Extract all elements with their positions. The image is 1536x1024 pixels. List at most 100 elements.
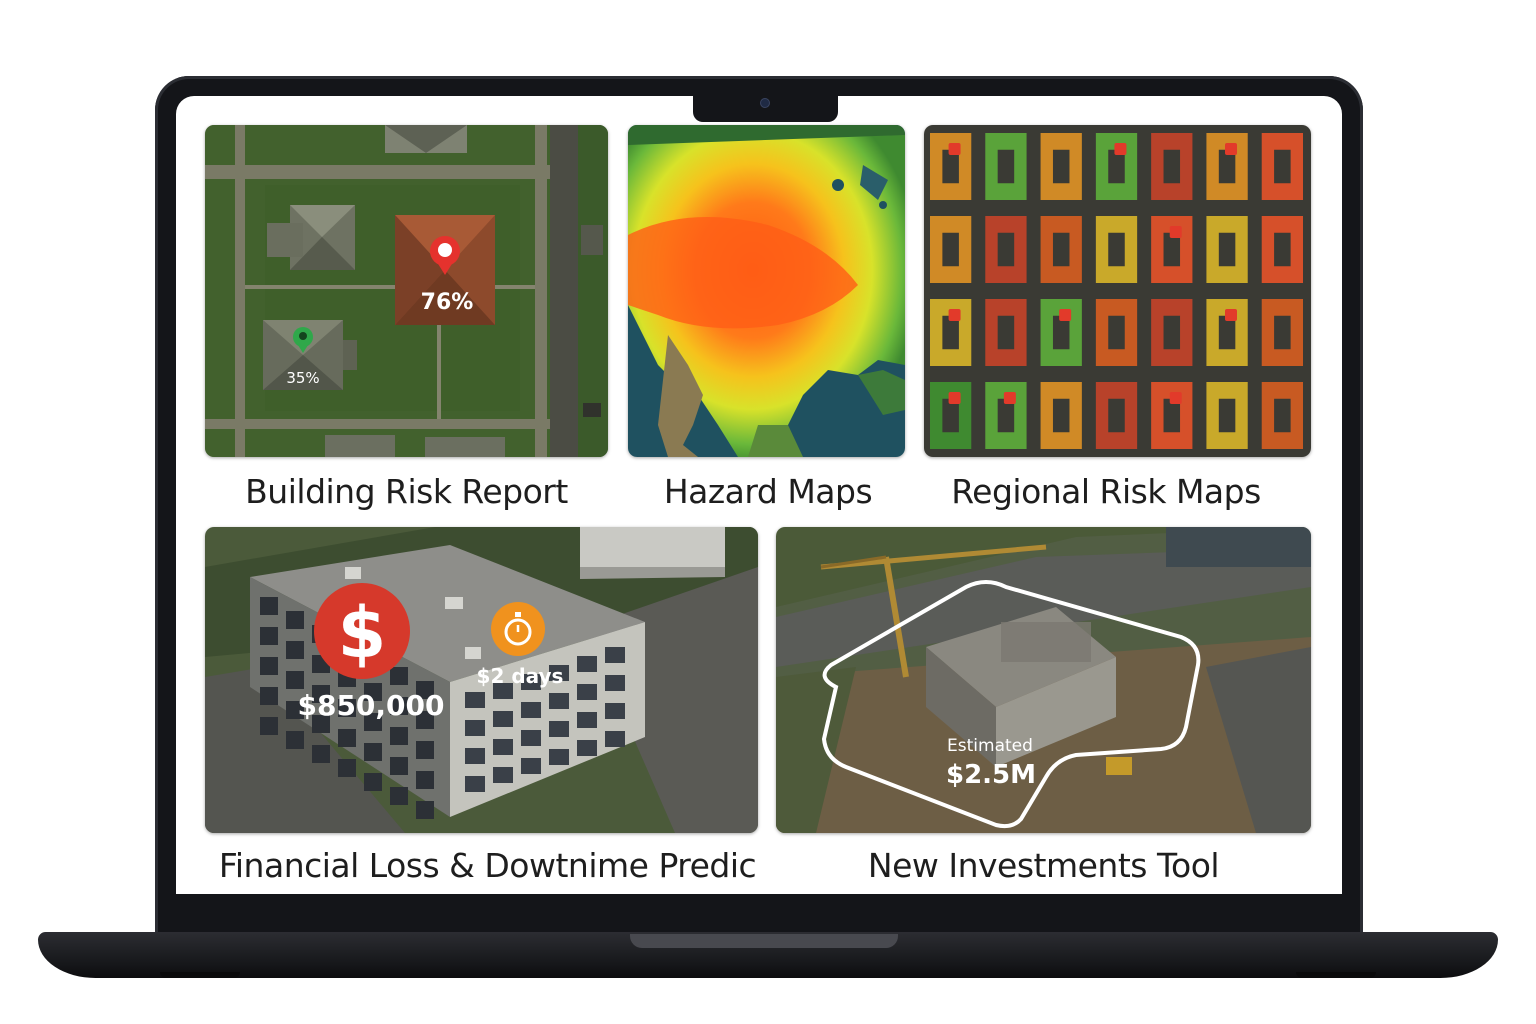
block-courtyard [1108, 232, 1125, 267]
window [260, 657, 278, 675]
risk-marker-icon [1169, 226, 1182, 239]
hazard-maps-title: Hazard Maps [663, 472, 873, 511]
window [521, 674, 541, 690]
risk-marker-icon [1059, 309, 1072, 322]
window [390, 667, 408, 685]
regional-risk-maps-title: Regional Risk Maps [951, 472, 1261, 511]
aerial-neighborhood-image: 76% 35% [205, 125, 608, 457]
window [416, 771, 434, 789]
window [390, 757, 408, 775]
window [577, 684, 597, 700]
high-risk-pin-icon [430, 236, 460, 275]
block-courtyard [997, 398, 1015, 433]
block-courtyard [1218, 398, 1236, 433]
window [364, 713, 382, 731]
window [364, 743, 382, 761]
window [390, 697, 408, 715]
window [577, 712, 597, 728]
window [605, 703, 625, 719]
office-building-aerial-image: $ $850,000 $2 days [205, 527, 758, 833]
block-courtyard [1163, 232, 1181, 267]
low-risk-pin-icon [293, 327, 313, 353]
window [465, 748, 485, 764]
window [493, 767, 513, 783]
city-blocks [930, 133, 1303, 449]
block-courtyard [1163, 398, 1181, 433]
window [260, 687, 278, 705]
window [605, 675, 625, 691]
block-courtyard [942, 398, 959, 433]
risk-marker-icon [948, 143, 961, 156]
window [286, 611, 304, 629]
risk-marker-icon [948, 392, 961, 405]
window [493, 739, 513, 755]
downtime-value: $2 days [477, 664, 564, 688]
regional-risk-blocks-image [924, 125, 1311, 457]
risk-marker-icon [1114, 143, 1127, 156]
window [521, 758, 541, 774]
window [465, 692, 485, 708]
building-risk-report-title: Building Risk Report [245, 472, 568, 511]
block-courtyard [1218, 315, 1236, 350]
window [338, 759, 356, 777]
window [364, 683, 382, 701]
window [390, 787, 408, 805]
financial-loss-card[interactable]: $ $850,000 $2 days [205, 527, 758, 833]
risk-marker-icon [1169, 392, 1182, 405]
webcam-icon [760, 98, 770, 108]
hazard-maps-card[interactable] [628, 125, 905, 457]
block-courtyard [942, 149, 959, 184]
window [286, 731, 304, 749]
block-courtyard [1274, 149, 1291, 184]
block-courtyard [1274, 398, 1291, 433]
window [416, 711, 434, 729]
block-courtyard [997, 315, 1015, 350]
risk-marker-icon [948, 309, 961, 322]
block-courtyard [1218, 232, 1236, 267]
low-risk-percentage: 35% [286, 369, 319, 387]
dollar-icon: $ [314, 583, 410, 679]
window [312, 745, 330, 763]
window [260, 597, 278, 615]
block-courtyard [1274, 232, 1291, 267]
new-investments-card[interactable]: Estimated $2.5M [776, 527, 1311, 833]
window [416, 681, 434, 699]
window [338, 729, 356, 747]
window [465, 776, 485, 792]
new-investments-title: New Investments Tool [867, 846, 1220, 885]
window [465, 720, 485, 736]
building-risk-report-card[interactable]: 76% 35% [205, 125, 608, 457]
risk-marker-icon [1003, 392, 1016, 405]
risk-marker-icon [1225, 143, 1238, 156]
window [493, 683, 513, 699]
estimate-value: $2.5M [946, 760, 1036, 790]
high-risk-percentage: 76% [421, 290, 474, 315]
risk-marker-icon [1225, 309, 1238, 322]
window [312, 715, 330, 733]
laptop-foot [160, 972, 240, 978]
window [605, 647, 625, 663]
block-courtyard [1108, 315, 1125, 350]
window [521, 730, 541, 746]
estimate-label: Estimated [947, 736, 1033, 756]
block-courtyard [1108, 149, 1125, 184]
block-courtyard [1052, 398, 1070, 433]
regional-risk-maps-card[interactable] [924, 125, 1311, 457]
stopwatch-icon [491, 602, 545, 656]
block-courtyard [942, 315, 959, 350]
block-courtyard [1052, 232, 1070, 267]
window [416, 741, 434, 759]
block-courtyard [1052, 315, 1070, 350]
window [364, 773, 382, 791]
block-courtyard [1218, 149, 1236, 184]
window [416, 801, 434, 819]
window [521, 702, 541, 718]
window [312, 685, 330, 703]
laptop-foot [1296, 972, 1376, 978]
window [286, 641, 304, 659]
financial-loss-title: Financial Loss & Dowtnime Predic [218, 846, 757, 885]
block-courtyard [1052, 149, 1070, 184]
loss-amount: $850,000 [297, 689, 444, 722]
svg-text:$: $ [338, 592, 387, 674]
window [549, 693, 569, 709]
